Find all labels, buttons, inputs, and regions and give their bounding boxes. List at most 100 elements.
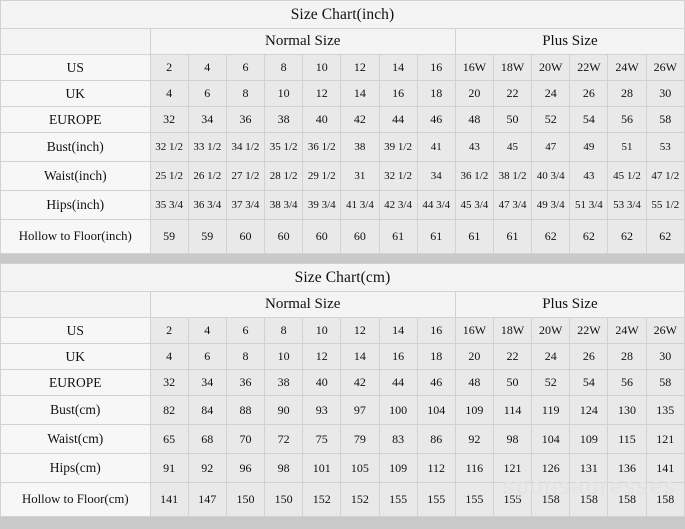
cell: 155 bbox=[454, 482, 494, 517]
cell: 47 3/4 bbox=[492, 190, 533, 220]
row-label-hollow-to-floor: Hollow to Floor(inch) bbox=[0, 219, 151, 254]
cell: 12 bbox=[340, 317, 380, 344]
cell: 41 3/4 bbox=[340, 190, 380, 220]
table-row: Bust(inch) 32 1/2 33 1/2 34 1/2 35 1/2 3… bbox=[0, 132, 685, 162]
cell: 2 bbox=[149, 317, 189, 344]
chart-title: Size Chart(inch) bbox=[0, 0, 685, 29]
cell: 16 bbox=[378, 343, 418, 370]
cell: 72 bbox=[264, 424, 304, 454]
cell: 44 bbox=[378, 106, 418, 133]
chart-title-row: Size Chart(inch) bbox=[0, 0, 685, 29]
cell: 131 bbox=[569, 453, 609, 483]
cell: 4 bbox=[187, 317, 227, 344]
cell: 32 bbox=[149, 106, 189, 133]
cell: 26 bbox=[569, 80, 609, 107]
table-row: Bust(cm) 82 84 88 90 93 97 100 104 109 1… bbox=[0, 395, 685, 425]
group-header-normal-size: Normal Size bbox=[149, 291, 456, 318]
cell: 6 bbox=[187, 343, 227, 370]
cell: 56 bbox=[607, 369, 647, 396]
cell: 35 3/4 bbox=[149, 190, 189, 220]
cell: 34 1/2 bbox=[225, 132, 266, 162]
cell: 35 1/2 bbox=[264, 132, 304, 162]
cell: 42 bbox=[340, 369, 380, 396]
cell: 26 bbox=[569, 343, 609, 370]
cell: 28 bbox=[607, 80, 647, 107]
cell: 47 bbox=[531, 132, 571, 162]
cell: 51 3/4 bbox=[569, 190, 609, 220]
cell: 104 bbox=[416, 395, 456, 425]
cell: 4 bbox=[149, 80, 189, 107]
cell: 82 bbox=[149, 395, 189, 425]
cell: 135 bbox=[645, 395, 685, 425]
cell: 55 1/2 bbox=[645, 190, 685, 220]
cell: 155 bbox=[492, 482, 533, 517]
cell: 38 bbox=[340, 132, 380, 162]
cell: 40 bbox=[302, 106, 342, 133]
cell: 22W bbox=[569, 54, 609, 81]
cell: 46 bbox=[416, 106, 456, 133]
cell: 22W bbox=[569, 317, 609, 344]
cell: 28 bbox=[607, 343, 647, 370]
cell: 12 bbox=[340, 54, 380, 81]
cell: 4 bbox=[149, 343, 189, 370]
cell: 79 bbox=[340, 424, 380, 454]
cell: 36 bbox=[225, 106, 266, 133]
cell: 24 bbox=[531, 80, 571, 107]
cell: 39 1/2 bbox=[378, 132, 418, 162]
cell: 42 3/4 bbox=[378, 190, 418, 220]
cell: 43 bbox=[454, 132, 494, 162]
cell: 152 bbox=[340, 482, 380, 517]
cell: 126 bbox=[531, 453, 571, 483]
size-chart-cm: Size Chart(cm) Normal Size Plus Size US … bbox=[0, 263, 685, 517]
cell: 10 bbox=[264, 343, 304, 370]
cell: 18W bbox=[492, 317, 533, 344]
cell: 33 1/2 bbox=[187, 132, 227, 162]
cell: 16W bbox=[454, 317, 494, 344]
cell: 50 bbox=[492, 369, 533, 396]
table-row: US 2 4 6 8 10 12 14 16 16W 18W 20W 22W 2… bbox=[0, 54, 685, 81]
cell: 105 bbox=[340, 453, 380, 483]
cell: 65 bbox=[149, 424, 189, 454]
cell: 32 bbox=[149, 369, 189, 396]
cell: 60 bbox=[264, 219, 304, 254]
cell: 34 bbox=[187, 369, 227, 396]
cell: 24W bbox=[607, 317, 647, 344]
row-label-bust: Bust(inch) bbox=[0, 132, 151, 162]
cell: 8 bbox=[225, 80, 266, 107]
cell: 30 bbox=[645, 80, 685, 107]
row-label-us: US bbox=[0, 54, 151, 81]
cell: 14 bbox=[378, 54, 418, 81]
cell: 60 bbox=[302, 219, 342, 254]
cell: 38 3/4 bbox=[264, 190, 304, 220]
cell: 41 bbox=[416, 132, 456, 162]
cell: 83 bbox=[378, 424, 418, 454]
cell: 114 bbox=[492, 395, 533, 425]
cell: 61 bbox=[492, 219, 533, 254]
cell: 38 bbox=[264, 106, 304, 133]
cell: 38 1/2 bbox=[492, 161, 533, 191]
cell: 18 bbox=[416, 343, 456, 370]
cell: 53 bbox=[645, 132, 685, 162]
cell: 45 bbox=[492, 132, 533, 162]
table-row: UK 4 6 8 10 12 14 16 18 20 22 24 26 28 3… bbox=[0, 80, 685, 107]
cell: 16 bbox=[378, 80, 418, 107]
chart-title-row: Size Chart(cm) bbox=[0, 263, 685, 292]
cell: 115 bbox=[607, 424, 647, 454]
chart-title: Size Chart(cm) bbox=[0, 263, 685, 292]
cell: 109 bbox=[569, 424, 609, 454]
cell: 40 bbox=[302, 369, 342, 396]
cell: 30 bbox=[645, 343, 685, 370]
cell: 29 1/2 bbox=[302, 161, 342, 191]
size-chart-cm-table: Size Chart(cm) Normal Size Plus Size US … bbox=[0, 263, 685, 517]
cell: 75 bbox=[302, 424, 342, 454]
cell: 49 3/4 bbox=[531, 190, 571, 220]
cell: 25 1/2 bbox=[149, 161, 189, 191]
cell: 60 bbox=[225, 219, 266, 254]
cell: 37 3/4 bbox=[225, 190, 266, 220]
cell: 84 bbox=[187, 395, 227, 425]
cell: 92 bbox=[187, 453, 227, 483]
cell: 119 bbox=[531, 395, 571, 425]
cell: 130 bbox=[607, 395, 647, 425]
table-row: Hips(inch) 35 3/4 36 3/4 37 3/4 38 3/4 3… bbox=[0, 190, 685, 220]
cell: 62 bbox=[645, 219, 685, 254]
